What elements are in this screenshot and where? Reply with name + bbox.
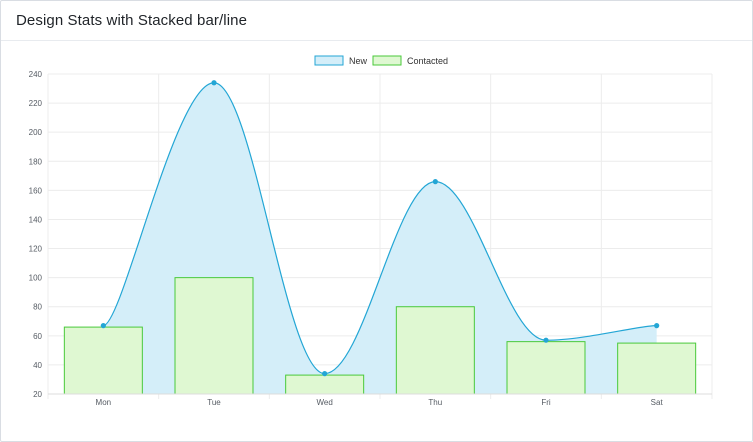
- x-tick-label: Fri: [541, 398, 551, 407]
- x-tick-label: Mon: [96, 398, 112, 407]
- y-tick-label: 140: [29, 215, 43, 224]
- y-tick-label: 20: [33, 390, 42, 399]
- x-tick-label: Sat: [651, 398, 664, 407]
- point-new: [211, 80, 217, 86]
- series-new-line: [103, 82, 657, 375]
- y-tick-label: 220: [29, 99, 43, 108]
- point-new: [100, 323, 106, 329]
- y-tick-label: 240: [29, 70, 43, 79]
- y-tick-label: 100: [29, 274, 43, 283]
- bar-contacted: [617, 342, 697, 395]
- point-new: [322, 371, 328, 377]
- y-tick-label: 180: [29, 157, 43, 166]
- point-new: [654, 323, 660, 329]
- legend-label: Contacted: [407, 56, 448, 66]
- legend-label: New: [349, 56, 368, 66]
- bar-layer: [63, 277, 697, 395]
- y-tick-label: 120: [29, 245, 43, 254]
- bar-contacted: [506, 341, 586, 395]
- point-new: [543, 337, 549, 343]
- y-tick-label: 200: [29, 128, 43, 137]
- point-new: [432, 179, 438, 185]
- y-tick-label: 160: [29, 186, 43, 195]
- bar-contacted: [395, 306, 475, 395]
- axes: 20 40 60 80 100 120 140 160 180 200 220 240 Mon Tue We…: [29, 70, 712, 407]
- bar-contacted: [285, 374, 365, 395]
- legend-swatch: [314, 55, 344, 66]
- x-tick-label: Wed: [317, 398, 333, 407]
- legend-swatch: [372, 55, 402, 66]
- bar-contacted: [174, 277, 254, 395]
- y-tick-label: 80: [33, 303, 42, 312]
- y-tick-label: 60: [33, 332, 42, 341]
- x-tick-label: Thu: [428, 398, 442, 407]
- line-layer: [100, 80, 660, 377]
- card-header: Design Stats with Stacked bar/line: [1, 1, 752, 41]
- y-tick-label: 40: [33, 361, 42, 370]
- bar-contacted: [63, 326, 143, 395]
- legend: New Contacted: [314, 55, 448, 66]
- x-tick-label: Tue: [207, 398, 221, 407]
- card-title: Design Stats with Stacked bar/line: [16, 12, 248, 29]
